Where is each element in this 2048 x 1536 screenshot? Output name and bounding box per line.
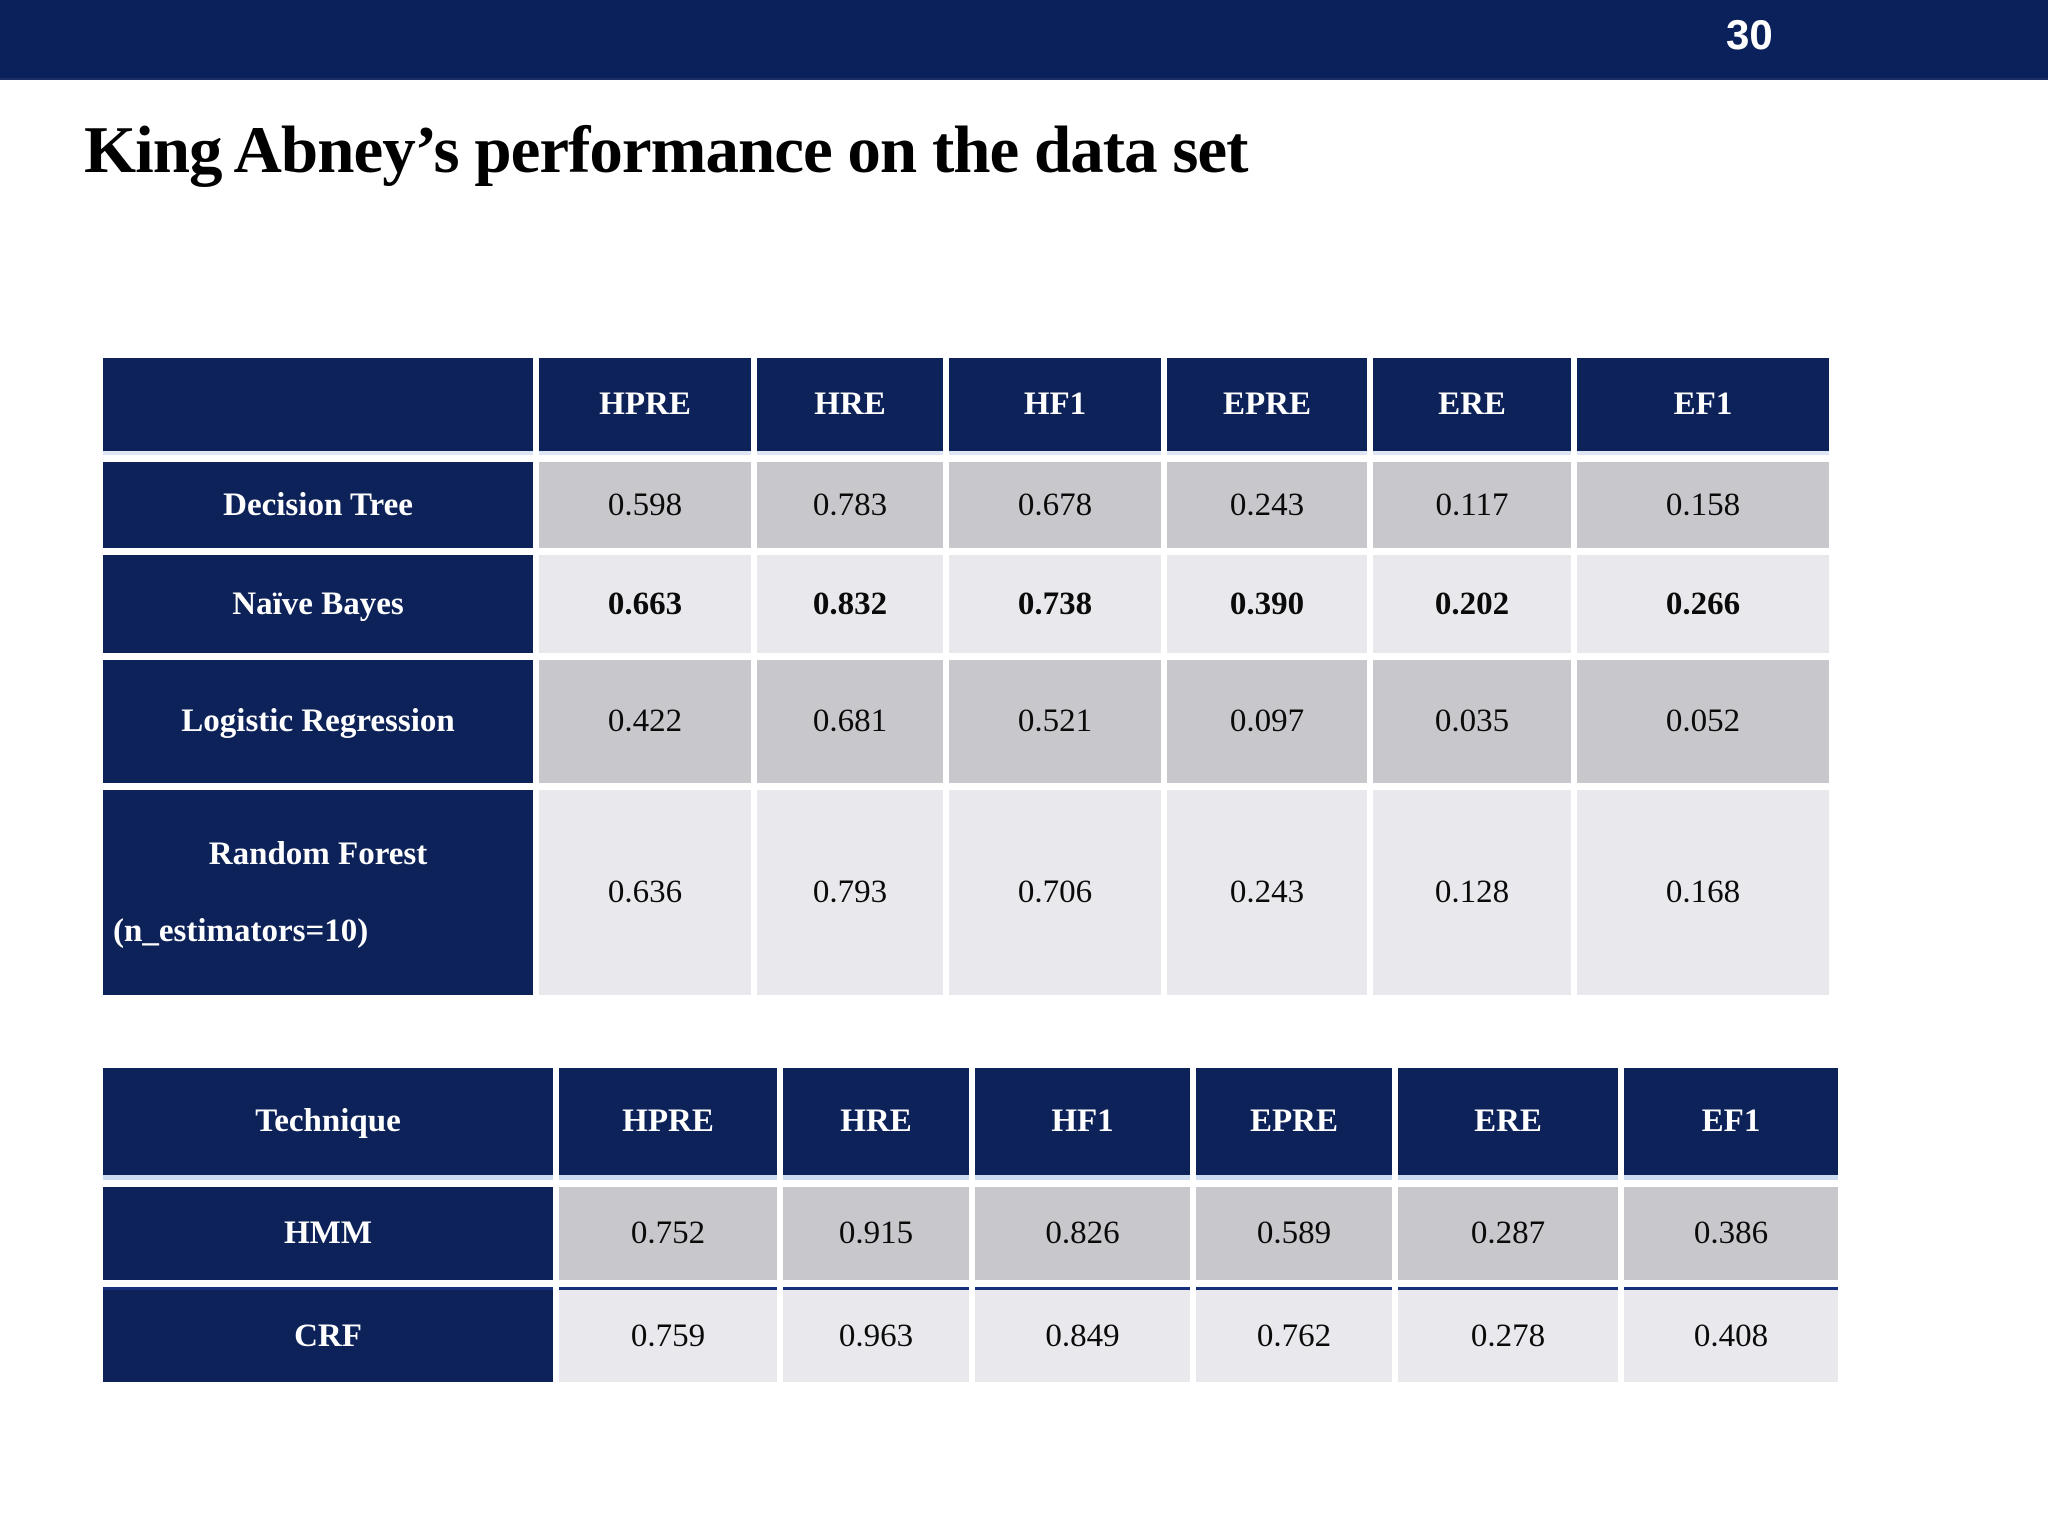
table-row-hmm: HMM 0.752 0.915 0.826 0.589 0.287 0.386 xyxy=(103,1187,1838,1280)
cell-naive-bayes-ere: 0.202 xyxy=(1373,555,1571,653)
cell-naive-bayes-hpre: 0.663 xyxy=(539,555,751,653)
table1-header-ere: ERE xyxy=(1373,358,1571,455)
cell-decision-tree-ere: 0.117 xyxy=(1373,462,1571,548)
table1-header-hf1: HF1 xyxy=(949,358,1161,455)
table2-header-row: Technique HPRE HRE HF1 EPRE ERE EF1 xyxy=(103,1068,1838,1180)
cell-hmm-hre: 0.915 xyxy=(783,1187,969,1280)
cell-decision-tree-hre: 0.783 xyxy=(757,462,943,548)
table2-header-ere: ERE xyxy=(1398,1068,1618,1180)
cell-crf-hf1: 0.849 xyxy=(975,1287,1190,1382)
cell-decision-tree-epre: 0.243 xyxy=(1167,462,1367,548)
cell-logistic-regression-epre: 0.097 xyxy=(1167,660,1367,783)
table1-header-hpre: HPRE xyxy=(539,358,751,455)
table-row-naive-bayes: Naïve Bayes 0.663 0.832 0.738 0.390 0.20… xyxy=(103,555,1829,653)
cell-crf-ef1: 0.408 xyxy=(1624,1287,1838,1382)
table-row-logistic-regression: Logistic Regression 0.422 0.681 0.521 0.… xyxy=(103,660,1829,783)
cell-random-forest-ere: 0.128 xyxy=(1373,790,1571,995)
table-row-random-forest: Random Forest (n_estimators=10) 0.636 0.… xyxy=(103,790,1829,995)
random-forest-label-line2: (n_estimators=10) xyxy=(113,912,369,949)
table1-header-hre: HRE xyxy=(757,358,943,455)
row-label-logistic-regression: Logistic Regression xyxy=(103,660,533,783)
row-label-naive-bayes: Naïve Bayes xyxy=(103,555,533,653)
cell-random-forest-ef1: 0.168 xyxy=(1577,790,1829,995)
cell-decision-tree-hf1: 0.678 xyxy=(949,462,1161,548)
models-performance-table: HPRE HRE HF1 EPRE ERE EF1 Decision Tree … xyxy=(97,351,1835,1002)
cell-naive-bayes-epre: 0.390 xyxy=(1167,555,1367,653)
cell-logistic-regression-hf1: 0.521 xyxy=(949,660,1161,783)
cell-naive-bayes-hre: 0.832 xyxy=(757,555,943,653)
table1-header-ef1: EF1 xyxy=(1577,358,1829,455)
cell-decision-tree-ef1: 0.158 xyxy=(1577,462,1829,548)
cell-crf-epre: 0.762 xyxy=(1196,1287,1392,1382)
slide-title: King Abney’s performance on the data set xyxy=(84,113,1248,187)
table2-header-hpre: HPRE xyxy=(559,1068,777,1180)
cell-hmm-ere: 0.287 xyxy=(1398,1187,1618,1280)
table1-corner-cell xyxy=(103,358,533,455)
table2-header-ef1: EF1 xyxy=(1624,1068,1838,1180)
cell-crf-hpre: 0.759 xyxy=(559,1287,777,1382)
cell-logistic-regression-hpre: 0.422 xyxy=(539,660,751,783)
table2-header-hf1: HF1 xyxy=(975,1068,1190,1180)
cell-random-forest-epre: 0.243 xyxy=(1167,790,1367,995)
techniques-performance-table: Technique HPRE HRE HF1 EPRE ERE EF1 HMM … xyxy=(97,1061,1844,1389)
cell-logistic-regression-ef1: 0.052 xyxy=(1577,660,1829,783)
cell-naive-bayes-hf1: 0.738 xyxy=(949,555,1161,653)
cell-logistic-regression-hre: 0.681 xyxy=(757,660,943,783)
cell-crf-hre: 0.963 xyxy=(783,1287,969,1382)
table1-header-row: HPRE HRE HF1 EPRE ERE EF1 xyxy=(103,358,1829,455)
cell-hmm-hf1: 0.826 xyxy=(975,1187,1190,1280)
cell-crf-ere: 0.278 xyxy=(1398,1287,1618,1382)
page-number: 30 xyxy=(1726,11,1773,58)
cell-logistic-regression-ere: 0.035 xyxy=(1373,660,1571,783)
table2-header-hre: HRE xyxy=(783,1068,969,1180)
cell-random-forest-hf1: 0.706 xyxy=(949,790,1161,995)
random-forest-label-line1: Random Forest xyxy=(208,835,428,872)
cell-hmm-hpre: 0.752 xyxy=(559,1187,777,1280)
cell-hmm-ef1: 0.386 xyxy=(1624,1187,1838,1280)
table2-header-technique: Technique xyxy=(103,1068,553,1180)
table-row-decision-tree: Decision Tree 0.598 0.783 0.678 0.243 0.… xyxy=(103,462,1829,548)
cell-random-forest-hpre: 0.636 xyxy=(539,790,751,995)
cell-decision-tree-hpre: 0.598 xyxy=(539,462,751,548)
table2-header-epre: EPRE xyxy=(1196,1068,1392,1180)
cell-random-forest-hre: 0.793 xyxy=(757,790,943,995)
row-label-crf: CRF xyxy=(103,1287,553,1382)
row-label-decision-tree: Decision Tree xyxy=(103,462,533,548)
table1-header-epre: EPRE xyxy=(1167,358,1367,455)
cell-naive-bayes-ef1: 0.266 xyxy=(1577,555,1829,653)
row-label-hmm: HMM xyxy=(103,1187,553,1280)
slide-top-bar: 30 xyxy=(0,0,2048,80)
table-row-crf: CRF 0.759 0.963 0.849 0.762 0.278 0.408 xyxy=(103,1287,1838,1382)
cell-hmm-epre: 0.589 xyxy=(1196,1187,1392,1280)
row-label-random-forest: Random Forest (n_estimators=10) xyxy=(103,790,533,995)
